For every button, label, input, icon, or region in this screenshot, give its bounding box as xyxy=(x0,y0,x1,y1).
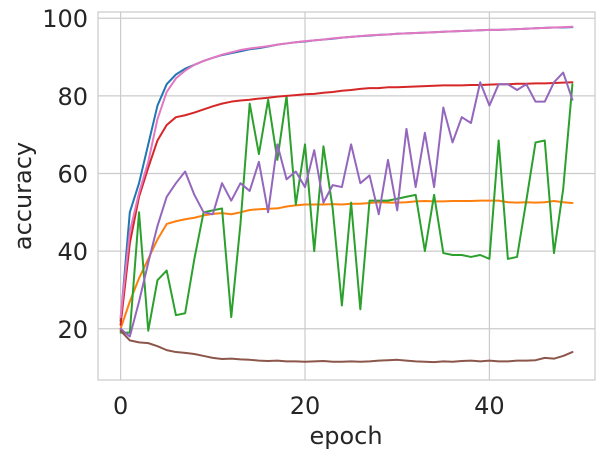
y-tick-label: 100 xyxy=(42,5,88,33)
y-tick-label: 80 xyxy=(57,83,88,111)
series-line-3 xyxy=(119,83,574,334)
series-layer xyxy=(119,25,574,364)
x-tick-labels: 0 20 40 xyxy=(113,392,505,420)
y-tick-label: 60 xyxy=(57,160,88,188)
y-tick-label: 40 xyxy=(57,238,88,266)
series-line-2 xyxy=(119,199,574,330)
series-line-5 xyxy=(119,71,574,338)
plot-frame xyxy=(97,11,596,381)
x-axis-label: epoch xyxy=(309,422,382,450)
x-tick-label: 20 xyxy=(290,392,321,420)
y-axis-label: accuracy xyxy=(9,142,37,250)
y-tick-label: 20 xyxy=(57,316,88,344)
series-line-7 xyxy=(119,25,574,319)
x-tick-label: 0 xyxy=(113,392,128,420)
y-tick-labels: 20 40 60 80 100 xyxy=(42,5,88,344)
x-tick-label: 40 xyxy=(474,392,505,420)
series-line-6 xyxy=(119,329,574,364)
plot-background xyxy=(98,12,595,380)
series-line-4 xyxy=(119,81,574,326)
